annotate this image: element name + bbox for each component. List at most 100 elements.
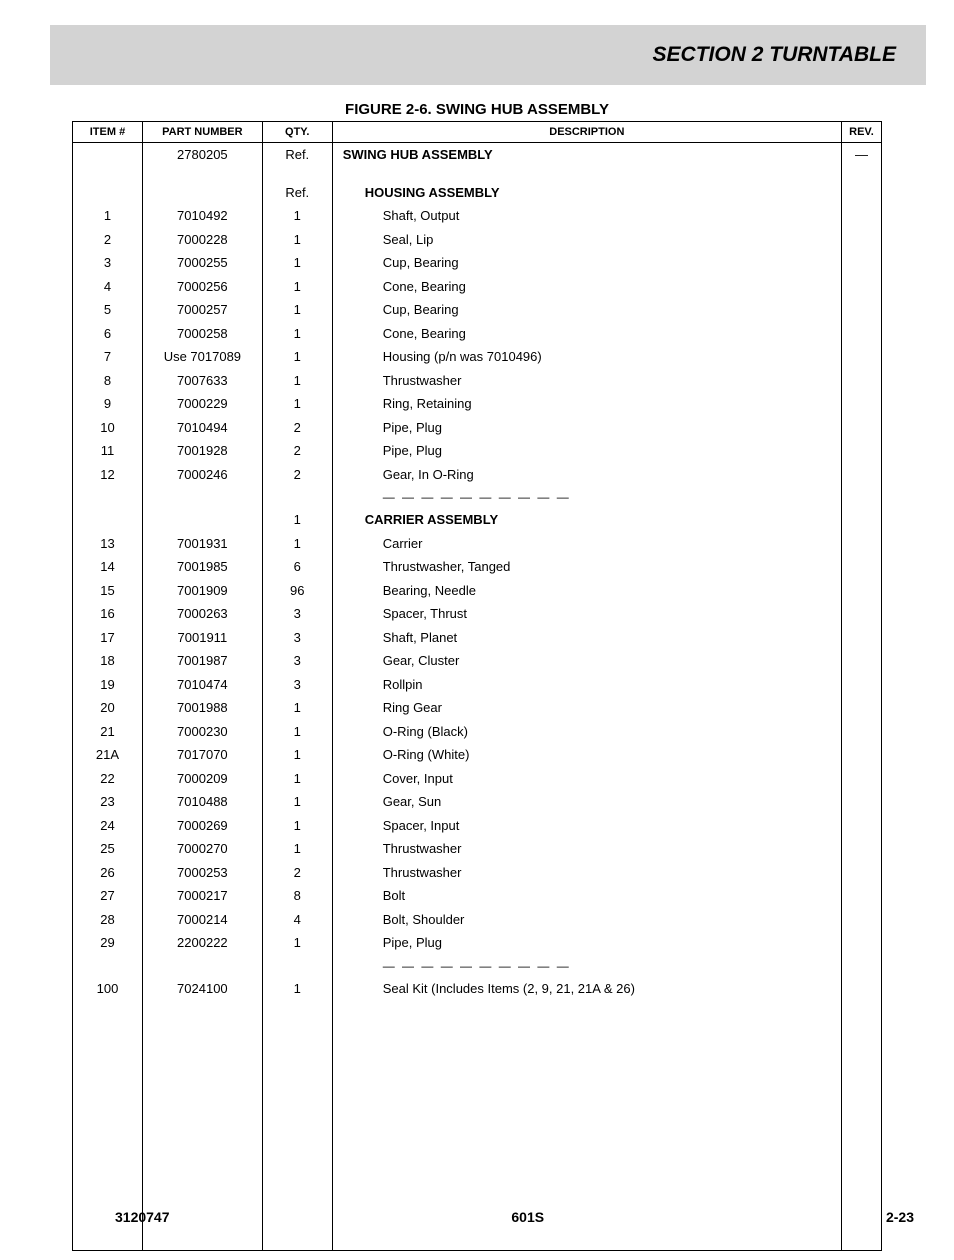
cell-item	[73, 955, 143, 977]
cell-qty: 1	[262, 345, 332, 369]
cell-part: 2200222	[142, 931, 262, 955]
cell-item	[73, 486, 143, 508]
table-row: 2470002691Spacer, Input	[73, 814, 882, 838]
cell-rev	[841, 345, 881, 369]
cell-desc: Bolt, Shoulder	[332, 908, 841, 932]
cell-desc: Seal Kit (Includes Items (2, 9, 21, 21A …	[332, 977, 841, 1001]
cell-item: 17	[73, 626, 143, 650]
table-row: 2370104881Gear, Sun	[73, 790, 882, 814]
table-row: 670002581Cone, Bearing	[73, 322, 882, 346]
cell-item: 20	[73, 696, 143, 720]
cell-item: 29	[73, 931, 143, 955]
cell-rev	[841, 955, 881, 977]
table-row: 570002571Cup, Bearing	[73, 298, 882, 322]
cell-qty: 3	[262, 626, 332, 650]
cell-qty: 3	[262, 649, 332, 673]
cell-rev	[841, 228, 881, 252]
cell-rev	[841, 181, 881, 205]
header-part: PART NUMBER	[142, 122, 262, 143]
cell-part: 7010494	[142, 416, 262, 440]
cell-desc: Carrier	[332, 532, 841, 556]
cell-item: 2	[73, 228, 143, 252]
cell-rev	[841, 837, 881, 861]
cell-rev	[841, 322, 881, 346]
cell-item: 13	[73, 532, 143, 556]
cell-rev	[841, 908, 881, 932]
cell-desc: Housing (p/n was 7010496)	[332, 345, 841, 369]
table-row: 2870002144Bolt, Shoulder	[73, 908, 882, 932]
cell-rev	[841, 275, 881, 299]
cell-rev	[841, 743, 881, 767]
cell-item: 26	[73, 861, 143, 885]
cell-qty: 2	[262, 463, 332, 487]
cell-item: 25	[73, 837, 143, 861]
cell-qty: 1	[262, 743, 332, 767]
table-row: 870076331Thrustwasher	[73, 369, 882, 393]
cell-qty: 8	[262, 884, 332, 908]
table-row: 2270002091Cover, Input	[73, 767, 882, 791]
cell-item	[73, 143, 143, 167]
table-row: 1470019856Thrustwasher, Tanged	[73, 555, 882, 579]
table-row: 21A70170701O-Ring (White)	[73, 743, 882, 767]
cell-qty: 1	[262, 392, 332, 416]
cell-item: 9	[73, 392, 143, 416]
cell-rev	[841, 861, 881, 885]
cell-qty: 2	[262, 861, 332, 885]
cell-part: 7010492	[142, 204, 262, 228]
cell-item: 24	[73, 814, 143, 838]
cell-part	[142, 486, 262, 508]
cell-item	[73, 167, 143, 181]
cell-qty: 2	[262, 416, 332, 440]
cell-part: 7010488	[142, 790, 262, 814]
cell-item: 8	[73, 369, 143, 393]
cell-part: 2780205	[142, 143, 262, 167]
cell-item: 21	[73, 720, 143, 744]
table-row: 1970104743Rollpin	[73, 673, 882, 697]
cell-item: 19	[73, 673, 143, 697]
cell-rev	[841, 486, 881, 508]
cell-qty: 1	[262, 251, 332, 275]
cell-item: 6	[73, 322, 143, 346]
cell-desc: Pipe, Plug	[332, 931, 841, 955]
figure-title: FIGURE 2-6. SWING HUB ASSEMBLY	[0, 101, 954, 118]
section-title: SECTION 2 TURNTABLE	[653, 43, 896, 66]
cell-part	[142, 181, 262, 205]
cell-part: 7000230	[142, 720, 262, 744]
cell-desc: Pipe, Plug	[332, 439, 841, 463]
cell-part: 7000263	[142, 602, 262, 626]
cell-part: 7000255	[142, 251, 262, 275]
cell-desc: Rollpin	[332, 673, 841, 697]
cell-item: 4	[73, 275, 143, 299]
cell-part: 7017070	[142, 743, 262, 767]
table-row: — — — — — — — — — —	[73, 955, 882, 977]
cell-rev	[841, 931, 881, 955]
cell-rev	[841, 167, 881, 181]
cell-qty: 2	[262, 439, 332, 463]
cell-part: 7000246	[142, 463, 262, 487]
cell-part: 7000258	[142, 322, 262, 346]
cell-qty: 1	[262, 204, 332, 228]
cell-rev	[841, 463, 881, 487]
cell-rev	[841, 392, 881, 416]
table-row: 1170019282Pipe, Plug	[73, 439, 882, 463]
cell-qty: 1	[262, 322, 332, 346]
cell-item: 100	[73, 977, 143, 1001]
table-row: 2070019881Ring Gear	[73, 696, 882, 720]
cell-qty: 1	[262, 298, 332, 322]
cell-part: 7001931	[142, 532, 262, 556]
table-row: — — — — — — — — — —	[73, 486, 882, 508]
cell-part: 7007633	[142, 369, 262, 393]
cell-qty: 1	[262, 720, 332, 744]
table-row: 1670002633Spacer, Thrust	[73, 602, 882, 626]
table-row: 1370019311Carrier	[73, 532, 882, 556]
cell-rev	[841, 884, 881, 908]
cell-part: 7001988	[142, 696, 262, 720]
cell-desc: Thrustwasher, Tanged	[332, 555, 841, 579]
header-qty: QTY.	[262, 122, 332, 143]
cell-desc: — — — — — — — — — —	[332, 486, 841, 508]
parts-table: ITEM # PART NUMBER QTY. DESCRIPTION REV.…	[72, 121, 882, 1251]
cell-item: 10	[73, 416, 143, 440]
cell-rev	[841, 767, 881, 791]
cell-qty: 3	[262, 673, 332, 697]
cell-qty: 1	[262, 369, 332, 393]
